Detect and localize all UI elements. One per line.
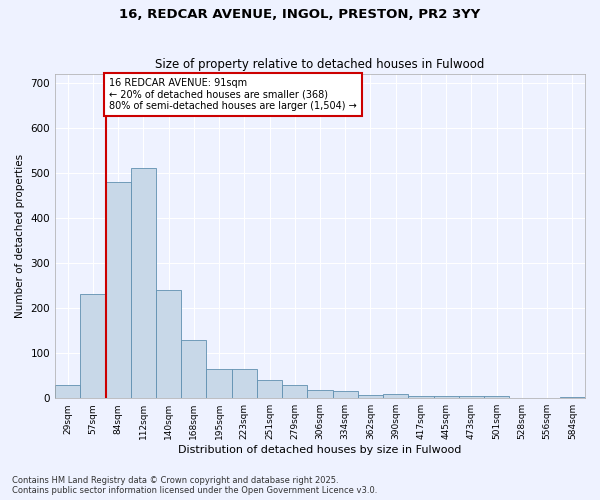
Text: 16, REDCAR AVENUE, INGOL, PRESTON, PR2 3YY: 16, REDCAR AVENUE, INGOL, PRESTON, PR2 3… (119, 8, 481, 20)
Bar (332, 392, 358, 398)
Bar (206, 369, 232, 398)
Bar (131, 168, 156, 398)
Bar (459, 396, 484, 398)
Bar (282, 384, 307, 398)
Bar (232, 369, 257, 398)
Bar (156, 290, 181, 398)
Y-axis label: Number of detached properties: Number of detached properties (15, 154, 25, 318)
Bar (484, 396, 509, 398)
Bar (55, 384, 80, 398)
Bar (80, 294, 106, 398)
Bar (181, 340, 206, 398)
Bar (409, 396, 434, 398)
Bar (358, 394, 383, 398)
X-axis label: Distribution of detached houses by size in Fulwood: Distribution of detached houses by size … (178, 445, 462, 455)
Bar (106, 182, 131, 398)
Bar (434, 396, 459, 398)
Text: 16 REDCAR AVENUE: 91sqm
← 20% of detached houses are smaller (368)
80% of semi-d: 16 REDCAR AVENUE: 91sqm ← 20% of detache… (109, 78, 357, 112)
Bar (257, 380, 282, 398)
Text: Contains HM Land Registry data © Crown copyright and database right 2025.
Contai: Contains HM Land Registry data © Crown c… (12, 476, 377, 495)
Title: Size of property relative to detached houses in Fulwood: Size of property relative to detached ho… (155, 58, 485, 71)
Bar (383, 394, 409, 398)
Bar (307, 390, 332, 398)
